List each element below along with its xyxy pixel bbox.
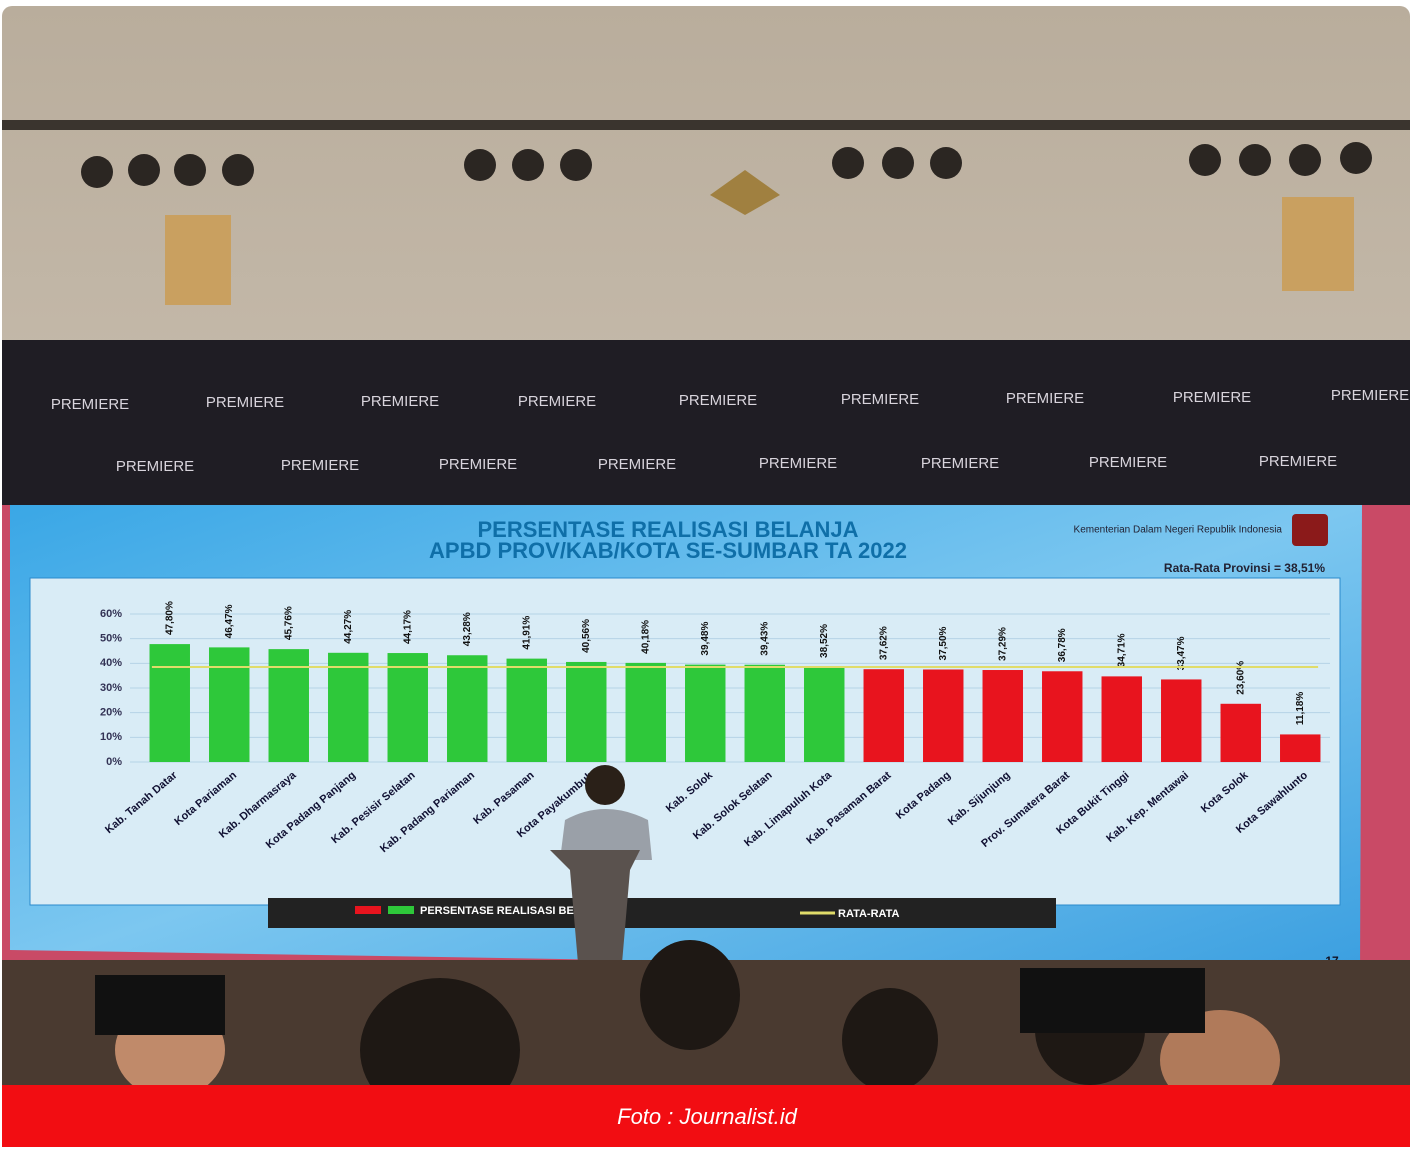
value-label: 46,47% [224, 604, 235, 638]
backdrop-logo: PREMIERE [921, 455, 999, 472]
value-label: 39,43% [759, 622, 770, 656]
backdrop-logo: PREMIERE [759, 455, 837, 472]
backdrop-logo: PREMIERE [1173, 389, 1251, 406]
y-tick-label: 10% [100, 731, 122, 743]
value-label: 47,80% [164, 601, 175, 635]
ministry-logo [1292, 514, 1328, 546]
value-label: 45,76% [283, 606, 294, 640]
bar [626, 663, 666, 762]
value-label: 23,60% [1235, 661, 1246, 695]
y-tick-label: 40% [100, 657, 122, 669]
backdrop [2, 340, 1410, 505]
y-tick-label: 0% [106, 756, 122, 768]
bar [1042, 671, 1082, 762]
legend-swatch [388, 906, 414, 914]
value-label: 11,18% [1295, 692, 1306, 725]
chart-subtitle: APBD PROV/KAB/KOTA SE-SUMBAR TA 2022 [429, 538, 907, 563]
y-tick-label: 50% [100, 633, 122, 645]
bar [566, 662, 606, 762]
value-label: 36,78% [1057, 628, 1068, 662]
y-tick-label: 30% [100, 682, 122, 694]
bar [685, 665, 725, 762]
backdrop-logo: PREMIERE [51, 396, 129, 413]
backdrop-logo: PREMIERE [439, 456, 517, 473]
annotation: Rata-Rata Provinsi = 38,51% [1164, 561, 1325, 575]
backdrop-logo: PREMIERE [1006, 390, 1084, 407]
backdrop-logo: PREMIERE [1089, 454, 1167, 471]
bar [447, 655, 487, 762]
bar [1280, 734, 1320, 762]
legend-swatch [355, 906, 381, 914]
value-label: 41,91% [521, 616, 532, 650]
page: {"chart_data": {"type": "bar", "title": … [0, 0, 1414, 1148]
legend-label: RATA-RATA [838, 908, 900, 920]
value-label: 44,27% [343, 610, 354, 644]
bar [1221, 704, 1261, 762]
value-label: 43,28% [462, 612, 473, 646]
bar [864, 669, 904, 762]
bar [209, 647, 249, 762]
value-label: 37,62% [878, 626, 889, 660]
bar [923, 670, 963, 763]
value-label: 40,56% [581, 619, 592, 653]
light-truss [2, 120, 1410, 130]
portrait [1282, 197, 1354, 291]
value-label: 38,52% [819, 624, 830, 658]
bar [804, 667, 844, 762]
bar [507, 659, 547, 762]
bar [388, 653, 428, 762]
value-label: 39,48% [700, 622, 711, 656]
backdrop-logo: PREMIERE [841, 391, 919, 408]
value-label: 40,18% [640, 620, 651, 654]
value-label: 37,50% [938, 626, 949, 660]
portrait [165, 215, 231, 305]
value-label: 37,29% [997, 627, 1008, 661]
value-label: 34,71% [1116, 633, 1127, 667]
value-label: 44,17% [402, 610, 413, 644]
bar [328, 653, 368, 762]
bar [1102, 676, 1142, 762]
source: Kementerian Dalam Negeri Republik Indone… [1074, 525, 1283, 536]
y-tick-label: 60% [100, 608, 122, 620]
backdrop-logo: PREMIERE [361, 393, 439, 410]
backdrop-logo: PREMIERE [518, 393, 596, 410]
value-label: 33,47% [1176, 636, 1187, 670]
backdrop-logo: PREMIERE [1331, 387, 1409, 404]
legend-box [268, 898, 1056, 928]
backdrop-logo: PREMIERE [598, 456, 676, 473]
bar [983, 670, 1023, 762]
backdrop-logo: PREMIERE [281, 457, 359, 474]
y-tick-label: 20% [100, 707, 122, 719]
bar [1161, 679, 1201, 762]
photo: PREMIERE PREMIERE PREMIERE PREMIERE PREMIERE… [0, 0, 1414, 1148]
bar [745, 665, 785, 762]
bar [150, 644, 190, 762]
backdrop-logo: PREMIERE [116, 458, 194, 475]
backdrop-logo: PREMIERE [679, 392, 757, 409]
caption: Foto : Journalist.id [617, 1104, 798, 1129]
backdrop-logo: PREMIERE [1259, 453, 1337, 470]
backdrop-logo: PREMIERE [206, 394, 284, 411]
